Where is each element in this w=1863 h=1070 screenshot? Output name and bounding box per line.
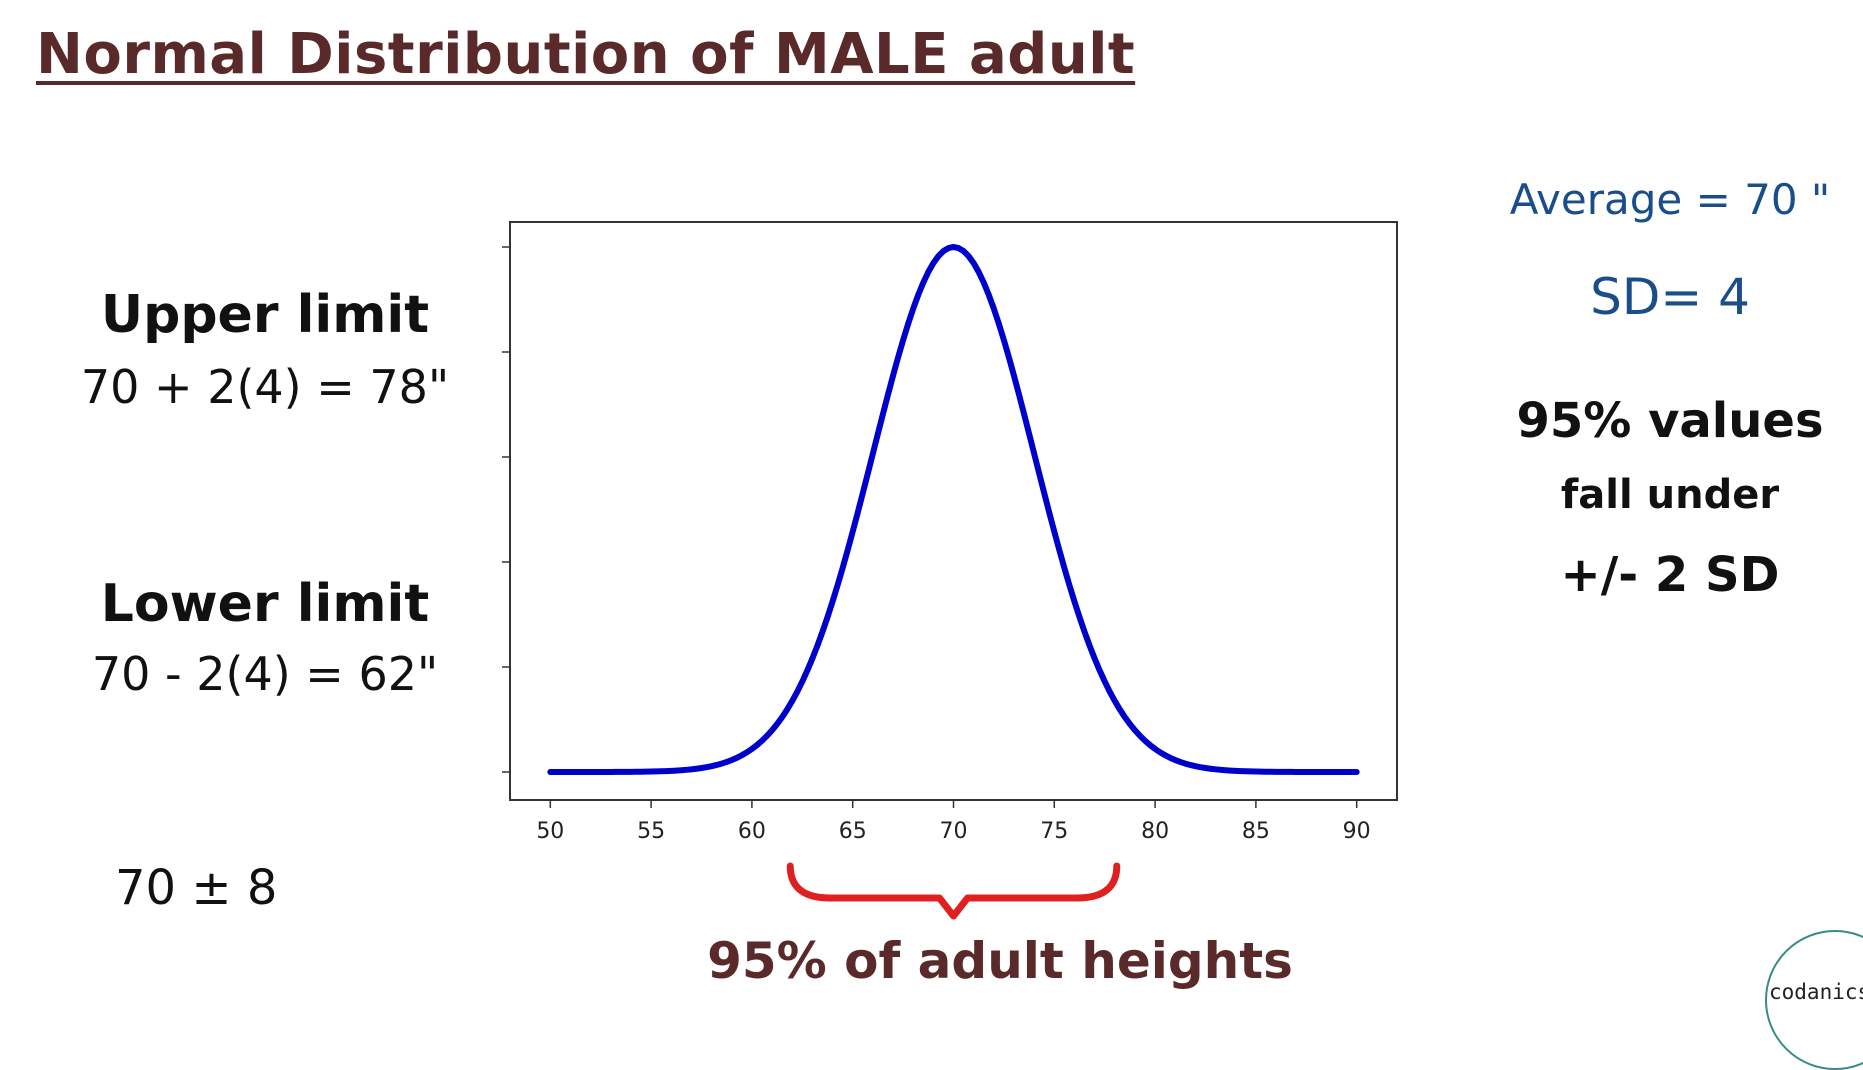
normal-curve bbox=[547, 244, 1360, 775]
range-brace bbox=[786, 862, 1121, 920]
upper-limit-formula: 70 + 2(4) = 78" bbox=[80, 360, 450, 414]
x-tick-label: 75 bbox=[1040, 819, 1068, 844]
y-ticks bbox=[502, 246, 510, 773]
x-tick-label: 85 bbox=[1242, 819, 1270, 844]
plus-minus-sd-label: +/- 2 SD bbox=[1560, 547, 1780, 603]
range-caption: 95% of adult heights bbox=[707, 932, 1293, 990]
fall-under-label: fall under bbox=[1560, 472, 1780, 518]
normal-distribution-chart: 50 55 60 65 70 75 80 85 90 bbox=[502, 221, 1398, 920]
upper-limit-heading: Upper limit bbox=[100, 285, 430, 345]
x-tick-label: 80 bbox=[1141, 819, 1169, 844]
page-title: Normal Distribution of MALE adult bbox=[36, 22, 1136, 87]
x-tick-label: 70 bbox=[940, 819, 968, 844]
x-tick-label: 65 bbox=[839, 819, 867, 844]
plot-frame bbox=[509, 221, 1398, 801]
average-label: Average = 70 " bbox=[1509, 175, 1831, 224]
x-tick-label: 55 bbox=[637, 819, 665, 844]
x-tick-label: 60 bbox=[738, 819, 766, 844]
lower-limit-heading: Lower limit bbox=[100, 574, 430, 634]
plus-minus-expression: 70 ± 8 bbox=[115, 860, 278, 916]
lower-limit-formula: 70 - 2(4) = 62" bbox=[91, 647, 439, 701]
sd-label: SD= 4 bbox=[1590, 268, 1750, 326]
percent-values-label: 95% values bbox=[1516, 393, 1824, 449]
logo-text: codanics bbox=[1769, 980, 1863, 1004]
x-ticks: 50 55 60 65 70 75 80 85 90 bbox=[536, 800, 1371, 844]
x-tick-label: 50 bbox=[536, 819, 564, 844]
x-tick-label: 90 bbox=[1343, 819, 1371, 844]
